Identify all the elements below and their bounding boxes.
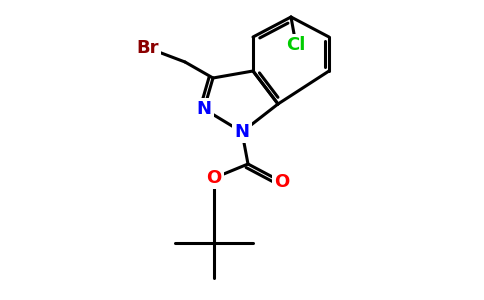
Text: N: N	[235, 123, 249, 141]
Text: O: O	[206, 169, 222, 187]
Text: O: O	[274, 173, 289, 191]
Text: Cl: Cl	[287, 36, 306, 54]
Text: Br: Br	[137, 39, 159, 57]
Text: N: N	[197, 100, 212, 118]
